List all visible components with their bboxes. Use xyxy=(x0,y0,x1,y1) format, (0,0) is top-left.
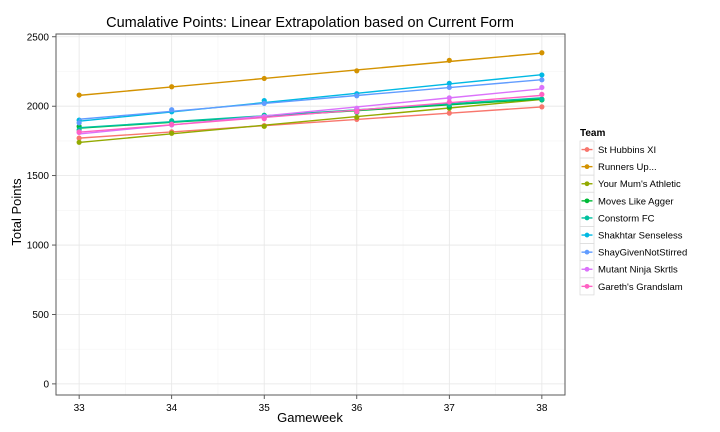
legend: Team St Hubbins XI Runners Up... Your Mum'… xyxy=(579,128,687,296)
series-line-st-hubbins-xi xyxy=(79,106,542,139)
data-point-st-hubbins-xi xyxy=(539,104,545,110)
legend-label-st-hubbins-xi: St Hubbins XI xyxy=(598,145,656,156)
data-point-shaygivennotstirred xyxy=(446,84,452,91)
legend-label-your-mum-s-athletic: Your Mum's Athletic xyxy=(598,179,681,190)
legend-key-point-shakhtar-senseless xyxy=(584,232,590,238)
legend-label-shaygivennotstirred: ShayGivenNotStirred xyxy=(598,248,687,259)
x-tick-label: 35 xyxy=(259,403,271,414)
y-tick-label: 500 xyxy=(32,310,49,321)
legend-label-mutant-ninja-skrtls: Mutant Ninja Skrtls xyxy=(598,265,678,276)
data-point-your-mum-s-athletic xyxy=(169,130,175,136)
legend-key-point-gareth-s-grandslam xyxy=(584,283,590,289)
data-point-shaygivennotstirred xyxy=(169,107,175,113)
y-tick-label: 1000 xyxy=(27,241,50,252)
x-tick-label: 37 xyxy=(444,403,456,414)
data-point-gareth-s-grandslam xyxy=(446,99,452,105)
data-point-your-mum-s-athletic xyxy=(354,114,360,120)
data-point-gareth-s-grandslam xyxy=(539,91,545,97)
y-tick-label: 1500 xyxy=(27,171,50,182)
legend-label-moves-like-agger: Moves Like Agger xyxy=(598,196,674,207)
legend-key-point-your-mum-s-athletic xyxy=(584,181,590,187)
legend-key-point-mutant-ninja-skrtls xyxy=(584,266,590,272)
x-tick-label: 36 xyxy=(351,403,363,414)
legend-key-point-moves-like-agger xyxy=(584,198,590,204)
y-axis-title: Total Points xyxy=(9,178,24,246)
data-point-gareth-s-grandslam xyxy=(261,116,267,122)
legend-key-point-shaygivennotstirred xyxy=(584,249,590,255)
legend-key-point-runners-up xyxy=(584,164,590,170)
x-tick-label: 34 xyxy=(166,403,178,414)
legend-title: Team xyxy=(580,128,605,139)
legend-label-runners-up: Runners Up... xyxy=(598,162,657,173)
data-point-runners-up xyxy=(169,84,175,90)
data-point-constorm-fc xyxy=(539,96,545,102)
plot-border xyxy=(55,33,566,396)
data-point-shaygivennotstirred xyxy=(354,93,360,99)
data-point-st-hubbins-xi xyxy=(446,110,452,116)
data-point-st-hubbins-xi xyxy=(76,135,82,141)
x-axis-title: Gameweek xyxy=(277,410,343,425)
data-point-runners-up xyxy=(261,75,267,82)
series-line-shakhtar-senseless xyxy=(79,73,542,122)
data-point-gareth-s-grandslam xyxy=(169,121,175,127)
y-tick-label: 0 xyxy=(43,379,49,390)
data-point-mutant-ninja-skrtls xyxy=(446,95,452,101)
data-point-gareth-s-grandslam xyxy=(76,129,82,135)
chart-title: Cumalative Points: Linear Extrapolation … xyxy=(106,15,514,31)
x-tick-label: 38 xyxy=(536,403,548,414)
series-line-shaygivennotstirred xyxy=(79,78,542,120)
data-point-runners-up xyxy=(539,50,545,56)
data-point-shaygivennotstirred xyxy=(261,100,267,107)
data-point-shaygivennotstirred xyxy=(539,77,545,83)
y-tick-label: 2000 xyxy=(27,102,50,113)
data-point-runners-up xyxy=(354,68,360,74)
legend-key-point-st-hubbins-xi xyxy=(584,147,590,152)
data-point-shakhtar-senseless xyxy=(539,72,545,78)
data-point-runners-up xyxy=(76,92,82,98)
series-line-runners-up xyxy=(79,52,542,97)
data-point-your-mum-s-athletic xyxy=(261,123,267,129)
data-point-shaygivennotstirred xyxy=(76,120,82,126)
data-point-shakhtar-senseless xyxy=(446,80,452,86)
legend-label-gareth-s-grandslam: Gareth's Grandslam xyxy=(598,282,683,293)
data-point-gareth-s-grandslam xyxy=(354,109,360,115)
data-point-your-mum-s-athletic xyxy=(76,139,82,145)
legend-label-shakhtar-senseless: Shakhtar Senseless xyxy=(598,230,683,241)
series-line-your-mum-s-athletic xyxy=(79,98,542,144)
plot-area: 0 500 1000 1500 2000 2500 33 34 35 36 37 38 xyxy=(27,32,566,414)
data-point-mutant-ninja-skrtls xyxy=(539,84,545,91)
series-line-gareth-s-grandslam xyxy=(79,94,542,133)
y-tick-label: 2500 xyxy=(27,32,50,43)
x-tick-label: 33 xyxy=(74,403,86,414)
series-line-constorm-fc xyxy=(79,97,542,129)
data-point-runners-up xyxy=(446,57,452,63)
legend-key-point-constorm-fc xyxy=(584,215,590,221)
legend-label-constorm-fc: Constorm FC xyxy=(598,213,655,224)
